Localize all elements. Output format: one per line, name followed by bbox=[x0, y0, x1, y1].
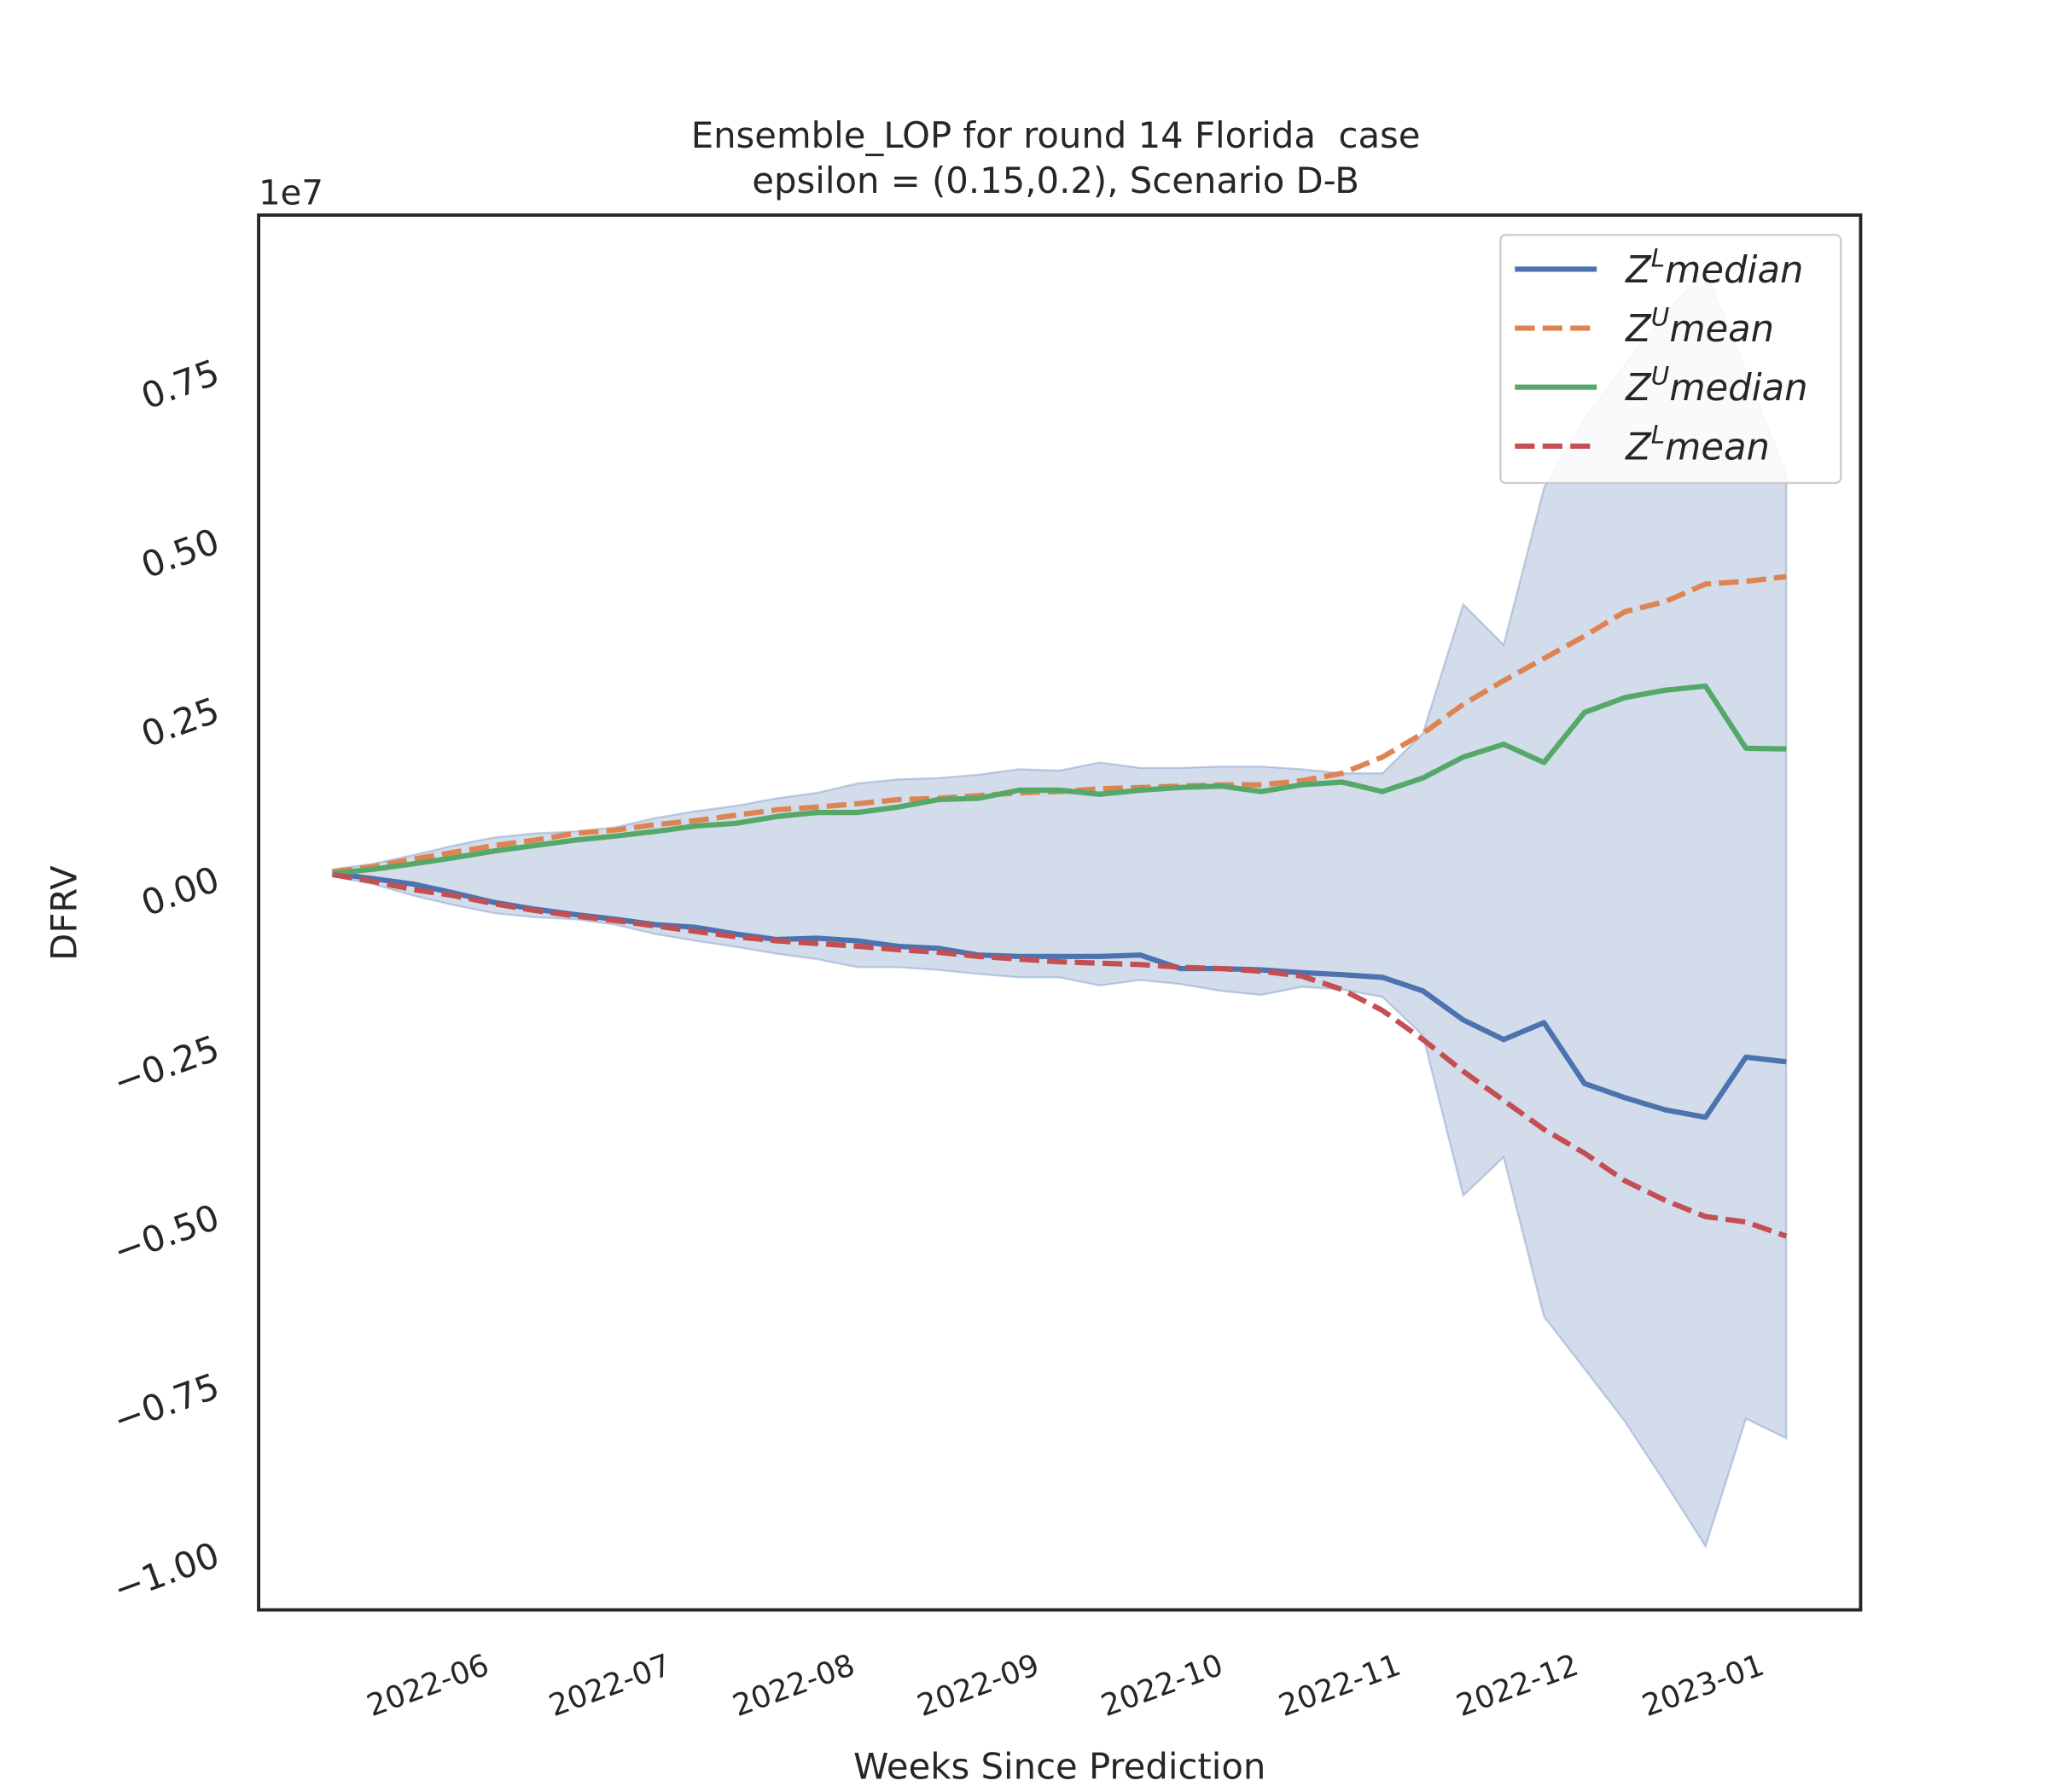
series-line bbox=[332, 871, 1788, 1239]
series-line bbox=[332, 683, 1787, 876]
y-offset-label: 1e7 bbox=[259, 174, 323, 213]
x-tick-label: 2023-01 bbox=[1638, 1648, 1769, 1724]
legend-label: ZUmedian bbox=[1625, 362, 1807, 410]
x-tick-label: 2022-10 bbox=[1097, 1648, 1228, 1724]
x-tick-label: 2022-08 bbox=[728, 1648, 859, 1724]
legend: ZLmedian ZUmean ZUmedian ZLmean bbox=[1499, 234, 1842, 485]
axes-frame bbox=[257, 213, 1863, 1612]
x-axis-label: Weeks Since Prediction bbox=[853, 1746, 1265, 1788]
legend-label: ZUmean bbox=[1625, 302, 1774, 351]
y-tick-label: −0.50 bbox=[108, 1196, 224, 1272]
plot-area bbox=[331, 268, 1788, 1549]
y-tick-label: 0.00 bbox=[136, 858, 224, 924]
y-tick-label: −1.00 bbox=[108, 1533, 224, 1610]
x-tick-label: 2022-09 bbox=[913, 1648, 1044, 1724]
x-tick-label: 2022-12 bbox=[1452, 1648, 1583, 1724]
y-tick-label: 0.25 bbox=[136, 689, 224, 755]
uncertainty-band bbox=[331, 268, 1788, 1549]
series-line bbox=[332, 870, 1787, 1120]
x-tick-label: 2022-06 bbox=[363, 1648, 494, 1724]
y-tick-label: −0.75 bbox=[108, 1364, 224, 1441]
y-tick-label: 0.75 bbox=[136, 351, 224, 417]
chart-title: Ensemble_LOP for round 14 Florida case bbox=[691, 114, 1421, 156]
x-tick-label: 2022-07 bbox=[544, 1648, 676, 1724]
chart-subtitle: epsilon = (0.15,0.2), Scenario D-B bbox=[752, 160, 1359, 201]
y-tick-label: −0.25 bbox=[108, 1027, 224, 1103]
x-tick-label: 2022-11 bbox=[1274, 1648, 1405, 1724]
legend-label: ZLmedian bbox=[1625, 243, 1803, 292]
legend-label: ZLmean bbox=[1625, 421, 1770, 469]
legend-box bbox=[1499, 234, 1842, 485]
y-axis-label: DFRV bbox=[44, 865, 85, 961]
y-tick-label: 0.50 bbox=[136, 520, 224, 586]
